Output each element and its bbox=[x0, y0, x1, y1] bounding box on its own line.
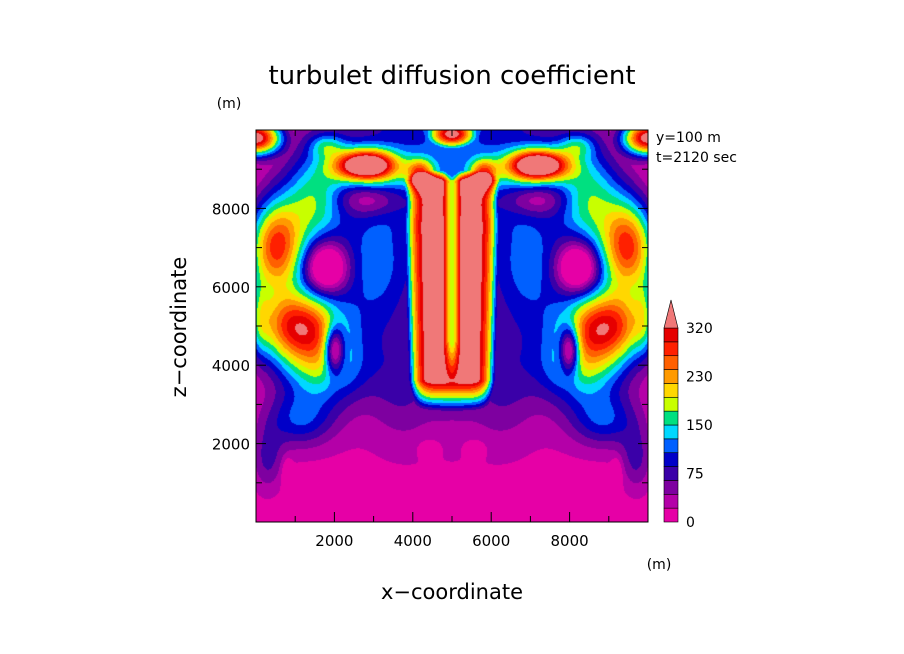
colorbar-label: 320 bbox=[686, 321, 713, 337]
heatmap-field bbox=[256, 130, 648, 522]
colorbar-swatch bbox=[663, 341, 679, 357]
colorbar-swatch bbox=[663, 480, 679, 495]
y-axis-title: z−coordinate bbox=[167, 257, 191, 398]
x-tick-label: 4000 bbox=[394, 532, 432, 550]
y-tick-label: 2000 bbox=[212, 436, 250, 454]
colorbar-label: 150 bbox=[686, 418, 713, 434]
x-axis-title: x−coordinate bbox=[381, 580, 523, 604]
colorbar-swatch bbox=[663, 452, 679, 467]
colorbar-extend-max bbox=[663, 299, 679, 329]
colorbar-swatch bbox=[663, 424, 679, 440]
x-tick-label: 6000 bbox=[472, 532, 510, 550]
colorbar-swatch bbox=[663, 355, 679, 370]
colorbar-swatch bbox=[663, 327, 679, 343]
y-tick-label: 4000 bbox=[212, 357, 250, 375]
colorbar-swatch bbox=[663, 369, 679, 384]
x-tick-label: 2000 bbox=[315, 532, 353, 550]
colorbar-swatch bbox=[663, 466, 679, 481]
colorbar-swatch bbox=[663, 507, 679, 523]
annotation-time: t=2120 sec bbox=[656, 150, 737, 166]
x-axis-ticks: 2000 4000 6000 8000 bbox=[294, 130, 610, 550]
colorbar-label: 75 bbox=[686, 467, 704, 483]
y-tick-label: 6000 bbox=[212, 279, 250, 297]
colorbar: 0 75 150 230 320 bbox=[663, 299, 713, 531]
colorbar-swatch bbox=[663, 383, 679, 398]
colorbar-swatch bbox=[663, 493, 679, 509]
colorbar-swatch bbox=[663, 438, 679, 454]
colorbar-swatch bbox=[663, 396, 679, 412]
colorbar-label: 230 bbox=[686, 370, 713, 386]
x-tick-label: 8000 bbox=[551, 532, 589, 550]
colorbar-swatch bbox=[663, 410, 679, 426]
y-tick-label: 8000 bbox=[212, 200, 250, 218]
y-axis-ticks: 2000 4000 6000 8000 bbox=[212, 168, 648, 484]
x-axis-unit: (m) bbox=[647, 557, 672, 573]
y-axis-unit: (m) bbox=[217, 96, 242, 112]
annotation-y-level: y=100 m bbox=[656, 130, 721, 146]
heatmap-image bbox=[256, 130, 648, 522]
chart-title: turbulet diffusion coefficient bbox=[268, 61, 635, 91]
colorbar-label: 0 bbox=[686, 515, 695, 531]
